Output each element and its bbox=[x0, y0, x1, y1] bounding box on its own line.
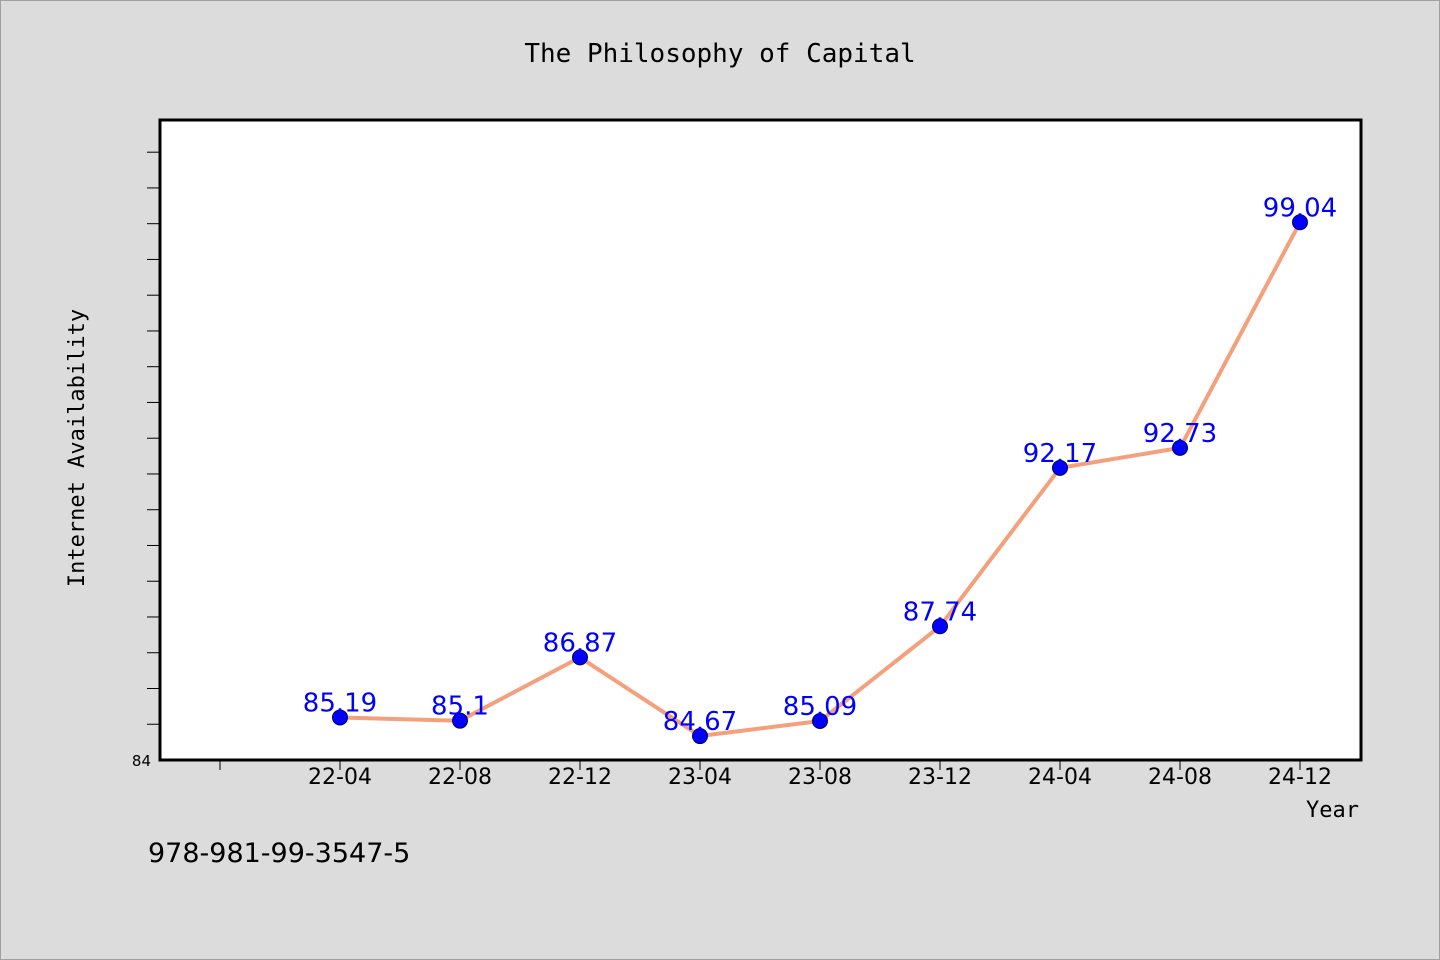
x-axis-ticks: 22-04 22-08 22-12 23-04 23-08 23-12 24-04 24-08… bbox=[219, 760, 1332, 790]
data-label: 85.19 bbox=[303, 688, 377, 718]
x-tick-label: 22-12 bbox=[548, 765, 612, 790]
data-label: 85.09 bbox=[783, 692, 857, 722]
plot-area bbox=[158, 118, 1363, 762]
data-point bbox=[1172, 439, 1188, 456]
data-label: 87.74 bbox=[903, 597, 977, 627]
x-tick-label: 23-04 bbox=[668, 765, 732, 790]
data-label: 92.17 bbox=[1023, 439, 1097, 469]
x-tick-label: 24-04 bbox=[1028, 765, 1092, 790]
series-markers bbox=[332, 214, 1308, 745]
data-labels: 85.19 85.1 86.87 84.67 85.09 87.74 92.17 92.73 9… bbox=[303, 193, 1337, 737]
data-label: 86.87 bbox=[543, 628, 617, 658]
data-point bbox=[932, 618, 948, 635]
x-tick-label: 22-08 bbox=[428, 765, 492, 790]
y-axis-label: Internet Availability bbox=[65, 309, 90, 587]
data-label: 99.04 bbox=[1263, 193, 1337, 223]
data-point bbox=[692, 728, 708, 745]
data-label: 92.73 bbox=[1143, 419, 1217, 449]
x-axis-label: Year bbox=[1306, 798, 1359, 823]
data-point bbox=[332, 709, 348, 726]
data-point bbox=[452, 712, 468, 729]
x-tick-label: 23-12 bbox=[908, 765, 972, 790]
data-label: 84.67 bbox=[663, 707, 737, 737]
y-axis-ticks bbox=[147, 151, 160, 725]
isbn-text: 978-981-99-3547-5 bbox=[148, 838, 410, 869]
data-label: 85.1 bbox=[431, 692, 489, 722]
chart-title: The Philosophy of Capital bbox=[524, 39, 915, 69]
data-point bbox=[1052, 459, 1068, 476]
x-tick-label: 24-12 bbox=[1268, 765, 1332, 790]
data-point bbox=[572, 649, 588, 666]
x-tick-label: 22-04 bbox=[308, 765, 372, 790]
data-point bbox=[812, 713, 828, 730]
x-tick-label: 23-08 bbox=[788, 765, 852, 790]
data-point bbox=[1292, 214, 1308, 231]
x-tick-label: 24-08 bbox=[1148, 765, 1212, 790]
y-tick-label: 84 bbox=[132, 752, 151, 770]
